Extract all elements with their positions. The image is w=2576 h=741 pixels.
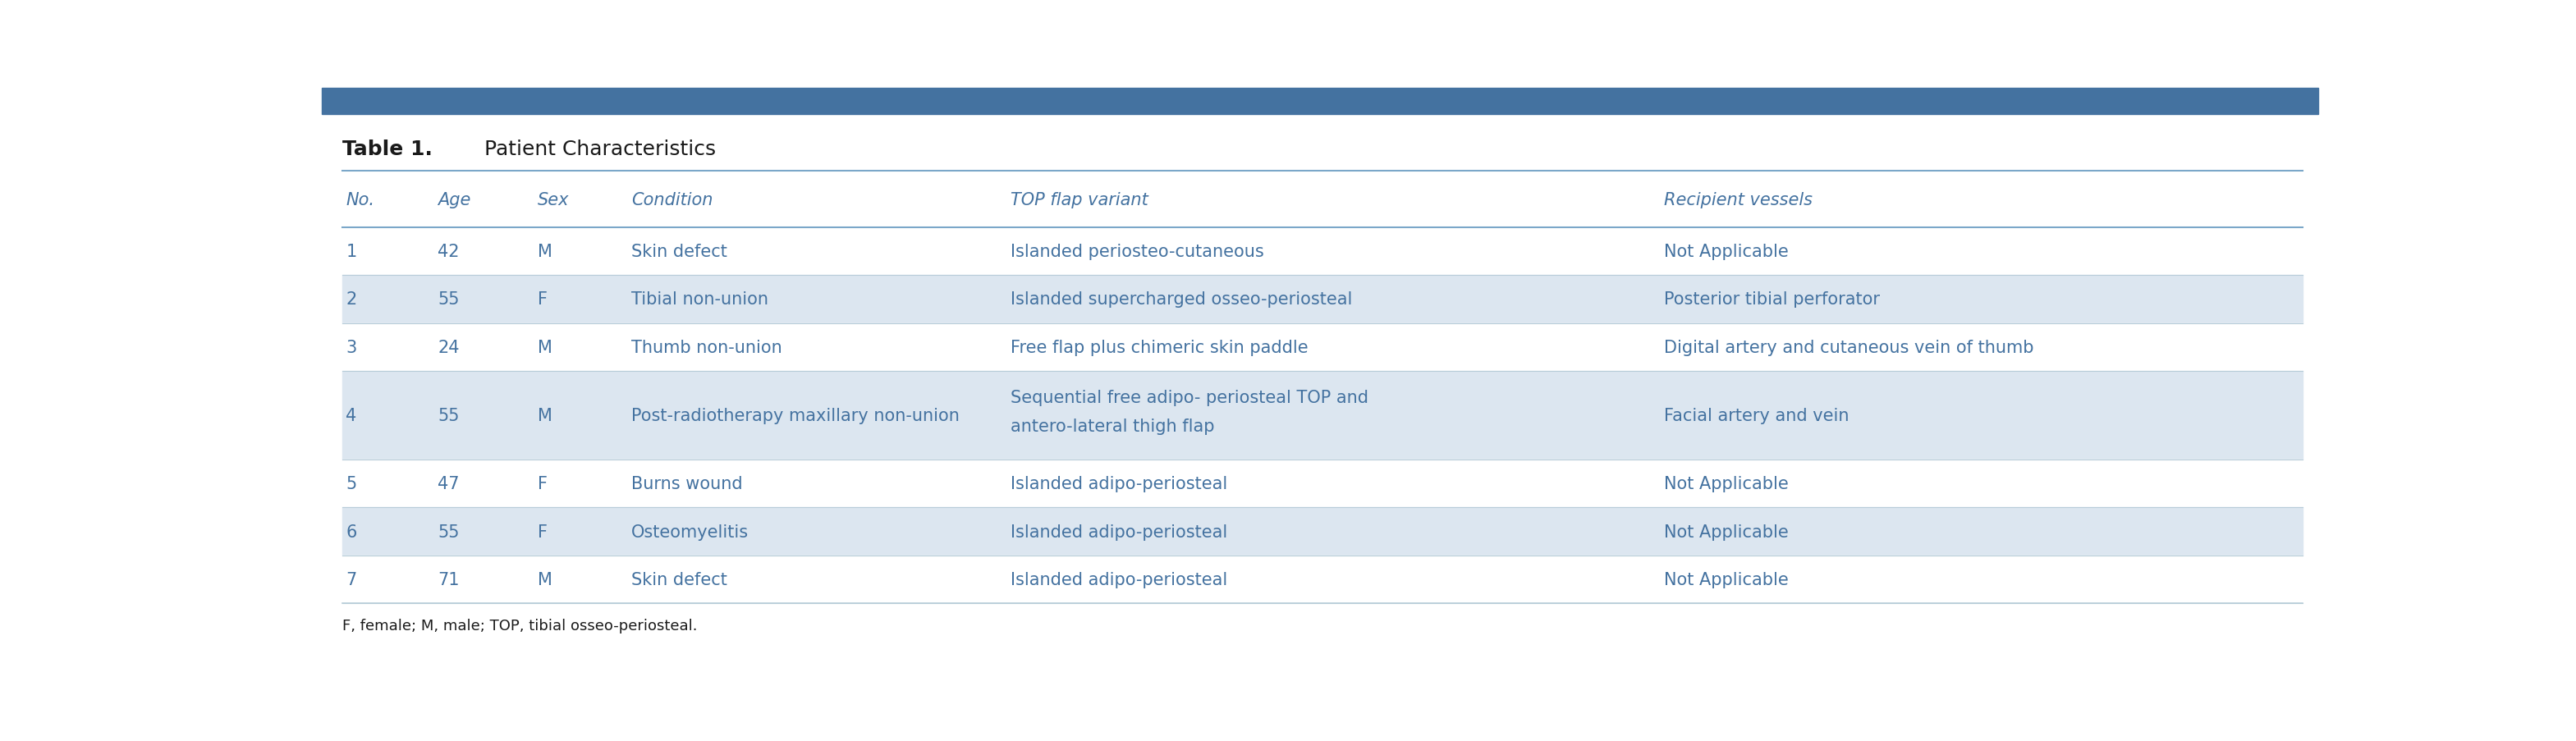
- Text: Thumb non-union: Thumb non-union: [631, 339, 783, 356]
- Text: No.: No.: [345, 191, 374, 207]
- Bar: [343, 323, 2303, 371]
- Text: Burns wound: Burns wound: [631, 476, 742, 492]
- Text: 24: 24: [438, 339, 459, 356]
- Text: 7: 7: [345, 571, 358, 588]
- Text: Skin defect: Skin defect: [631, 243, 726, 260]
- Bar: [343, 276, 2303, 323]
- Text: 47: 47: [438, 476, 459, 492]
- Text: Table 1.: Table 1.: [343, 139, 433, 159]
- Text: F: F: [538, 291, 549, 308]
- Text: Not Applicable: Not Applicable: [1664, 243, 1788, 260]
- Text: M: M: [538, 571, 551, 588]
- Text: Skin defect: Skin defect: [631, 571, 726, 588]
- Text: Islanded adipo-periosteal: Islanded adipo-periosteal: [1010, 476, 1229, 492]
- Text: Facial artery and vein: Facial artery and vein: [1664, 408, 1850, 424]
- Text: Not Applicable: Not Applicable: [1664, 523, 1788, 540]
- Bar: [343, 371, 2303, 459]
- Text: F: F: [538, 523, 549, 540]
- Text: 55: 55: [438, 408, 459, 424]
- Text: 42: 42: [438, 243, 459, 260]
- Text: F: F: [538, 476, 549, 492]
- Text: Recipient vessels: Recipient vessels: [1664, 191, 1811, 207]
- Bar: [322, 89, 2318, 115]
- Text: Digital artery and cutaneous vein of thumb: Digital artery and cutaneous vein of thu…: [1664, 339, 2032, 356]
- Text: Islanded adipo-periosteal: Islanded adipo-periosteal: [1010, 523, 1229, 540]
- Text: Free flap plus chimeric skin paddle: Free flap plus chimeric skin paddle: [1010, 339, 1309, 356]
- Bar: [343, 227, 2303, 276]
- Text: Post-radiotherapy maxillary non-union: Post-radiotherapy maxillary non-union: [631, 408, 961, 424]
- Text: Age: Age: [438, 191, 471, 207]
- Text: 3: 3: [345, 339, 358, 356]
- Text: 6: 6: [345, 523, 358, 540]
- Text: 55: 55: [438, 291, 459, 308]
- Text: M: M: [538, 408, 551, 424]
- Text: 2: 2: [345, 291, 358, 308]
- Text: Posterior tibial perforator: Posterior tibial perforator: [1664, 291, 1880, 308]
- Text: Sequential free adipo- periosteal TOP and: Sequential free adipo- periosteal TOP an…: [1010, 390, 1368, 406]
- Bar: [343, 508, 2303, 556]
- Text: 1: 1: [345, 243, 358, 260]
- Text: antero-lateral thigh flap: antero-lateral thigh flap: [1010, 418, 1216, 434]
- Bar: [343, 459, 2303, 508]
- Text: 55: 55: [438, 523, 459, 540]
- Text: M: M: [538, 339, 551, 356]
- Text: Condition: Condition: [631, 191, 714, 207]
- Text: Not Applicable: Not Applicable: [1664, 571, 1788, 588]
- Text: 71: 71: [438, 571, 459, 588]
- Text: Islanded supercharged osseo-periosteal: Islanded supercharged osseo-periosteal: [1010, 291, 1352, 308]
- Text: Islanded periosteo-cutaneous: Islanded periosteo-cutaneous: [1010, 243, 1265, 260]
- Text: M: M: [538, 243, 551, 260]
- Text: Islanded adipo-periosteal: Islanded adipo-periosteal: [1010, 571, 1229, 588]
- Text: Tibial non-union: Tibial non-union: [631, 291, 768, 308]
- Text: 4: 4: [345, 408, 358, 424]
- Text: Osteomyelitis: Osteomyelitis: [631, 523, 750, 540]
- Text: Sex: Sex: [538, 191, 569, 207]
- Text: F, female; M, male; TOP, tibial osseo-periosteal.: F, female; M, male; TOP, tibial osseo-pe…: [343, 618, 698, 633]
- Text: TOP flap variant: TOP flap variant: [1010, 191, 1149, 207]
- Text: 5: 5: [345, 476, 358, 492]
- Text: Patient Characteristics: Patient Characteristics: [477, 139, 716, 159]
- Text: Not Applicable: Not Applicable: [1664, 476, 1788, 492]
- Bar: [343, 556, 2303, 604]
